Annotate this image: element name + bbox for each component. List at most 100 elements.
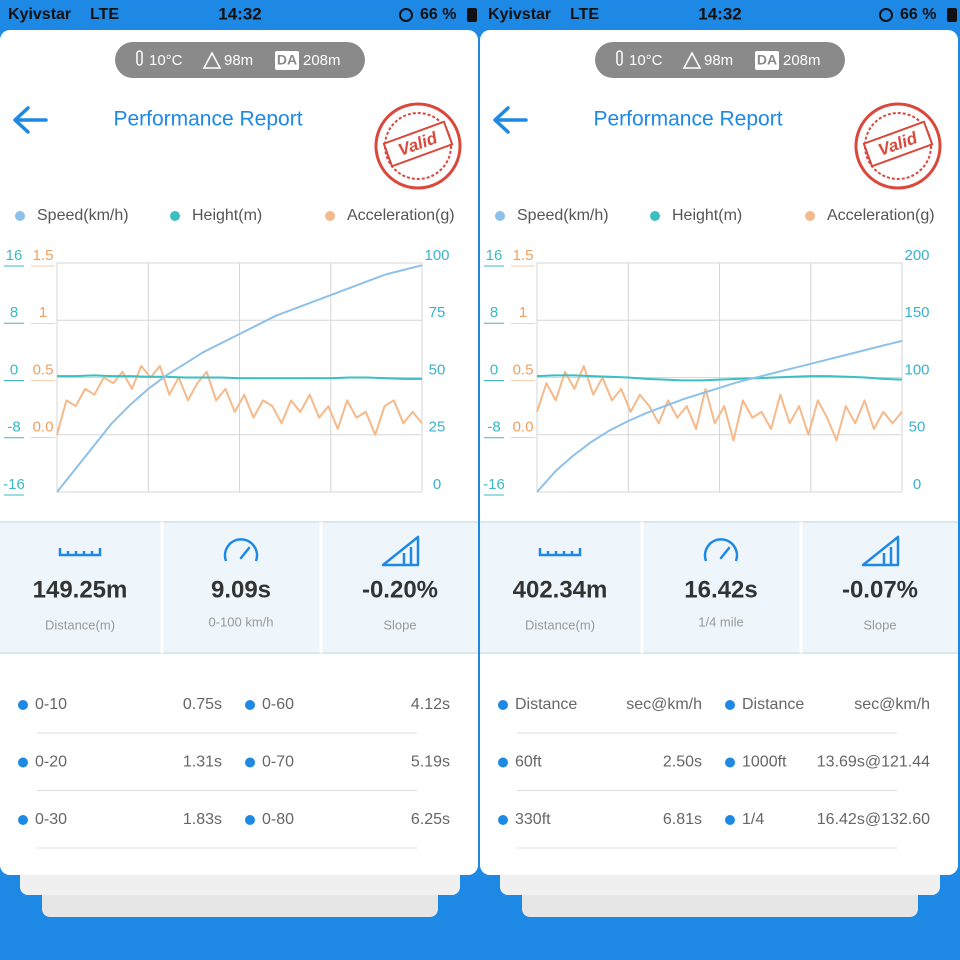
row-value: sec@km/h [626,696,702,713]
clock: 14:32 [698,4,741,23]
bullet [498,815,508,825]
da-badge-box [755,51,779,70]
stat-value: 16.42s [684,576,757,603]
row-label: 0-60 [262,696,294,713]
y2-tick-label: 50 [429,361,446,378]
network: LTE [570,6,599,23]
legend-label: Speed(km/h) [37,207,129,224]
row-label: 330ft [515,811,551,828]
ruler-icon [538,548,582,557]
stat-label: Slope [863,617,896,632]
y-tick-label: 8 [490,304,498,321]
y-tick-label: -8 [487,419,500,436]
y-tick-label: 16 [6,247,23,264]
ruler-icon [58,548,102,557]
row-label: 1000ft [742,754,787,771]
y2-tick-label: 100 [424,247,449,264]
bullet [498,757,508,768]
carrier: Kyivstar [8,6,71,23]
row-label: Distance [515,696,577,713]
back-button[interactable] [493,106,528,134]
stat-label: Distance(m) [525,617,595,632]
row-label: 0-30 [35,811,67,828]
stamp-inner [384,112,452,180]
row-value: sec@km/h [854,696,930,713]
temperature: 10°C [629,52,663,69]
plot-frame [536,262,903,493]
row-label: 0-80 [262,811,294,828]
row-label: 1/4 [742,811,764,828]
y-tick-label: 16 [486,247,503,264]
stamp-band [862,120,934,168]
y2-tick-label: 100 [904,361,929,378]
bullet [245,815,255,825]
stamp-outer [854,102,942,190]
stat-value: 9.09s [211,576,271,603]
stats-panel [0,522,478,653]
row-value: 16.42s@132.60 [817,811,930,828]
series-line [57,374,422,380]
row-label: 60ft [515,754,542,771]
page-title: Performance Report [593,108,782,131]
bullet [245,757,255,768]
y3-tick-label: 1.5 [33,247,54,264]
back-button[interactable] [13,106,48,134]
plot-frame [56,262,423,493]
series-line [56,264,423,493]
stat-label: 1/4 mile [698,614,744,629]
y-tick-label: 0 [10,361,18,378]
conditions-pill [595,42,845,78]
legend-dot [170,211,180,221]
page-title: Performance Report [113,108,302,131]
series-line [536,339,903,493]
network: LTE [90,6,119,23]
carrier: Kyivstar [488,6,551,23]
y2-tick-label: 150 [904,304,929,321]
y2-tick-label: 200 [904,247,929,264]
phone-screen: Kyivstar LTE 14:32 66 % 10°C 98m DA 208m Perform… [0,4,478,917]
gauge-needle [239,546,251,560]
legend-label: Height(m) [672,207,742,224]
gauge-icon [703,538,739,562]
y3-tick-label: 1 [519,304,527,321]
y2-tick-label: 50 [909,419,926,436]
legend-label: Height(m) [192,207,262,224]
battery: 66 % [900,6,936,23]
row-value: 5.19s [411,754,450,771]
stamp-band [382,120,454,168]
battery-icon [467,8,477,22]
stat-value: 402.34m [513,576,608,603]
y-tick-label: -16 [483,476,505,493]
phone-screen: Kyivstar LTE 14:32 66 % 10°C 98m DA 208m Perform… [480,4,958,917]
lock-icon [399,8,413,22]
legend-label: Speed(km/h) [517,207,609,224]
row-label: 0-70 [262,754,294,771]
density-altitude: 208m [303,52,341,69]
bullet [18,700,28,710]
row-value: 1.83s [183,811,222,828]
y2-tick-label: 75 [429,304,446,321]
gauge-icon [223,538,259,562]
lock-icon [879,8,893,22]
legend-dot [650,211,660,221]
mountain-icon [202,51,222,69]
y-tick-label: 0 [490,361,498,378]
y3-tick-label: 0.0 [33,419,54,436]
bullet [18,757,28,768]
slope-icon [381,535,420,567]
stat-label: Distance(m) [45,617,115,632]
stat-value: -0.07% [842,576,918,603]
stats-panel [480,522,958,653]
mountain-icon [682,51,702,69]
da-badge: DA [277,52,297,68]
legend-dot [495,211,505,221]
stat-label: Slope [383,617,416,632]
stamp-inner [864,112,932,180]
da-badge: DA [757,52,777,68]
y3-tick-label: 1.5 [513,247,534,264]
stat-value: -0.20% [362,576,438,603]
row-label: 0-10 [35,696,67,713]
y-tick-label: -16 [3,476,25,493]
altitude: 98m [704,52,733,69]
